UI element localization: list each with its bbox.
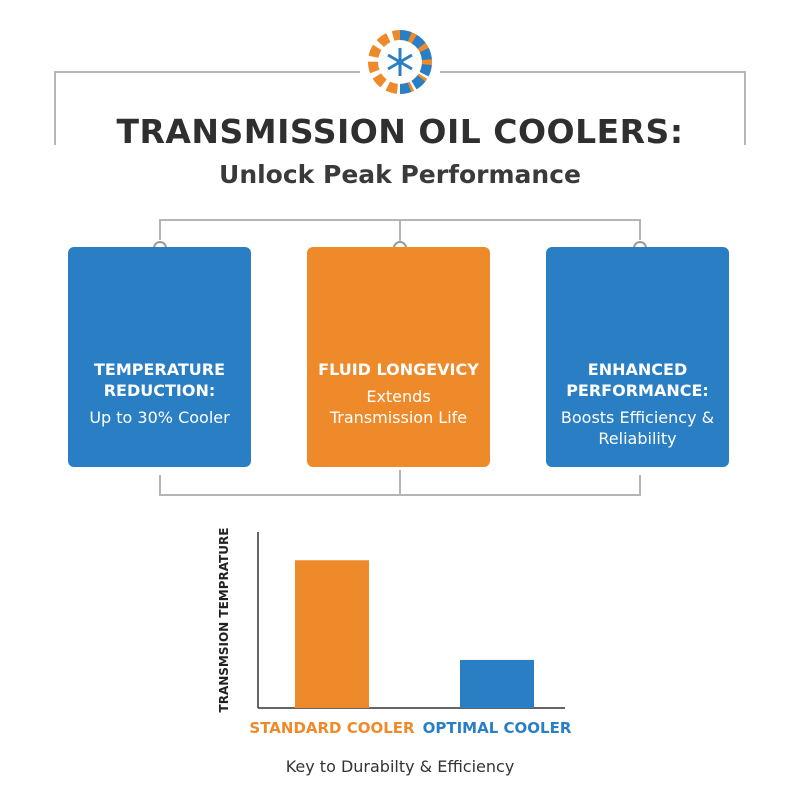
card: TEMPERATURE REDUCTION: Up to 30% Cooler xyxy=(68,247,251,467)
card-text: Boosts Efficiency & Reliability xyxy=(560,408,715,448)
card-text: Up to 30% Cooler xyxy=(89,408,230,427)
card-title: ENHANCED PERFORMANCE: xyxy=(566,360,709,400)
connectors xyxy=(54,71,746,496)
card: ENHANCED PERFORMANCE: Boosts Efficiency &… xyxy=(546,247,729,467)
caption: Key to Durabilty & Efficiency xyxy=(285,757,515,776)
subtitle: Unlock Peak Performance xyxy=(219,160,581,189)
title: TRANSMISSION OIL COOLERS: xyxy=(116,112,684,151)
card: FLUID LONGEVICY Extends Transmission Life xyxy=(307,247,490,467)
card-text: Extends Transmission Life xyxy=(329,387,468,427)
logo xyxy=(368,30,432,94)
card-title: TEMPERATURE REDUCTION: xyxy=(93,360,226,400)
card-title: FLUID LONGEVICY xyxy=(318,360,479,379)
